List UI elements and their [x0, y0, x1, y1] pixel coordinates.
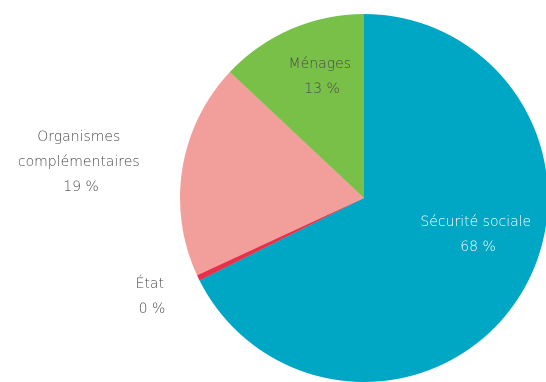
pie-slice-etat [197, 198, 364, 281]
slice-label-securite-sociale: Sécurité sociale 68 % [420, 214, 535, 255]
slice-value-etat: 0 % [139, 301, 166, 317]
pie-slice-organismes-complementaires [180, 72, 364, 276]
pie-slices [180, 14, 546, 382]
slice-label-organismes: Organismes complémentaires 19 % [18, 129, 144, 195]
slice-label-organismes-line2: complémentaires [18, 154, 140, 170]
slice-value-organismes: 19 % [63, 179, 99, 195]
slice-label-menages-name: Ménages [289, 56, 351, 72]
slice-label-organismes-line1: Organismes [37, 129, 120, 145]
slice-label-securite-sociale-name: Sécurité sociale [420, 214, 531, 230]
pie-slice-securite-sociale [199, 14, 546, 382]
slice-label-menages: Ménages 13 % [289, 56, 356, 97]
pie-slice-menages [229, 14, 364, 198]
slice-label-etat-name: État [136, 275, 164, 292]
slice-label-etat: État 0 % [136, 275, 169, 317]
slice-value-securite-sociale: 68 % [460, 239, 496, 255]
slice-value-menages: 13 % [304, 81, 340, 97]
